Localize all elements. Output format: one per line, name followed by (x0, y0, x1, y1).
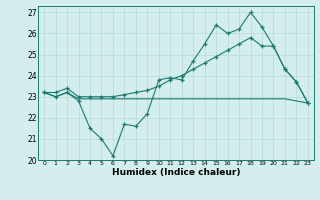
X-axis label: Humidex (Indice chaleur): Humidex (Indice chaleur) (112, 168, 240, 177)
